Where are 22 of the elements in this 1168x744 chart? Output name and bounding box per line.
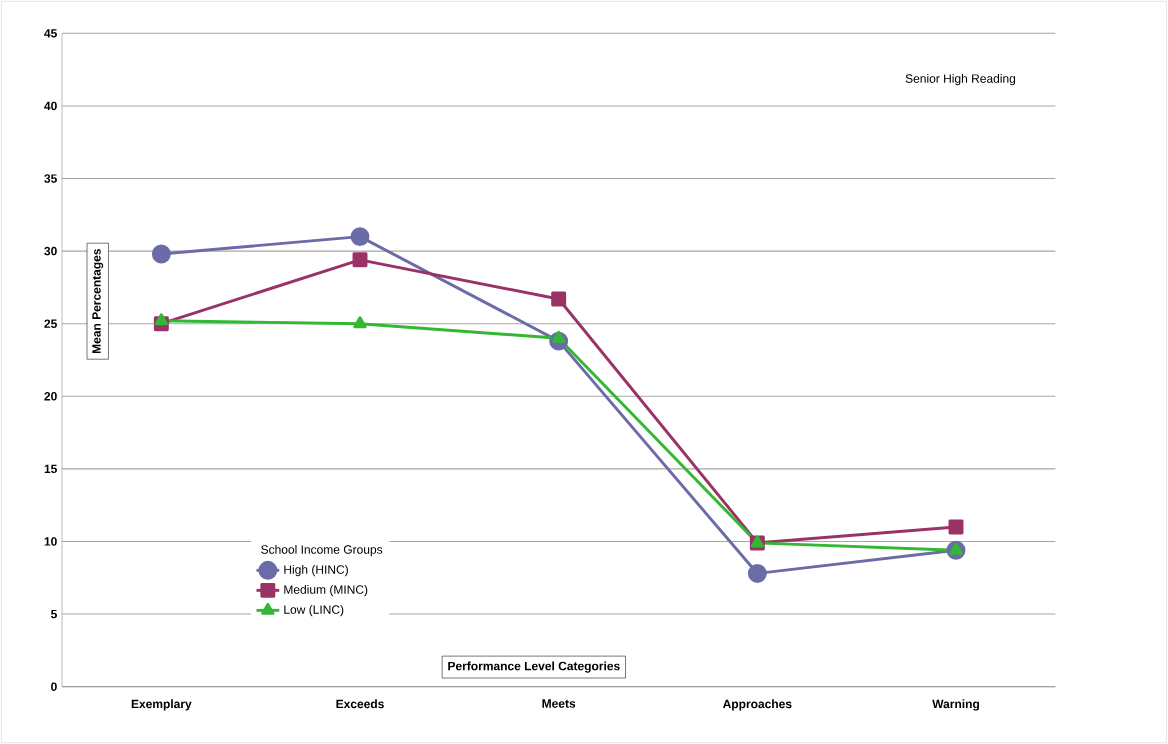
legend-label: High (HINC)	[284, 564, 348, 577]
x-tick-label: Approaches	[722, 699, 792, 711]
y-tick-label: 20	[44, 392, 57, 401]
y-tick-label: 25	[44, 319, 57, 328]
x-tick-label: Exemplary	[131, 699, 192, 711]
y-tick-label: 35	[44, 174, 57, 183]
legend-title: School Income Groups	[261, 544, 383, 557]
legend-label: Medium (MINC)	[284, 585, 368, 597]
y-tick-label: 45	[44, 29, 57, 38]
x-tick-label: Meets	[542, 699, 576, 708]
y-tick-label: 10	[44, 537, 57, 546]
y-tick-label: 15	[44, 464, 57, 474]
y-tick-label: 40	[44, 101, 57, 111]
x-tick-label: Exceeds	[336, 699, 384, 709]
y-tick-label: 30	[44, 246, 57, 256]
x-axis-title: Performance Level Categories	[448, 661, 620, 673]
x-tick-label: Warning	[932, 699, 979, 711]
y-tick-label: 0	[51, 682, 57, 691]
y-axis-title: Mean Percentages	[92, 249, 104, 354]
text: Senior High Reading	[905, 73, 1016, 86]
legend-label: Low (LINC)	[284, 605, 344, 617]
y-tick-label: 5	[50, 609, 57, 619]
